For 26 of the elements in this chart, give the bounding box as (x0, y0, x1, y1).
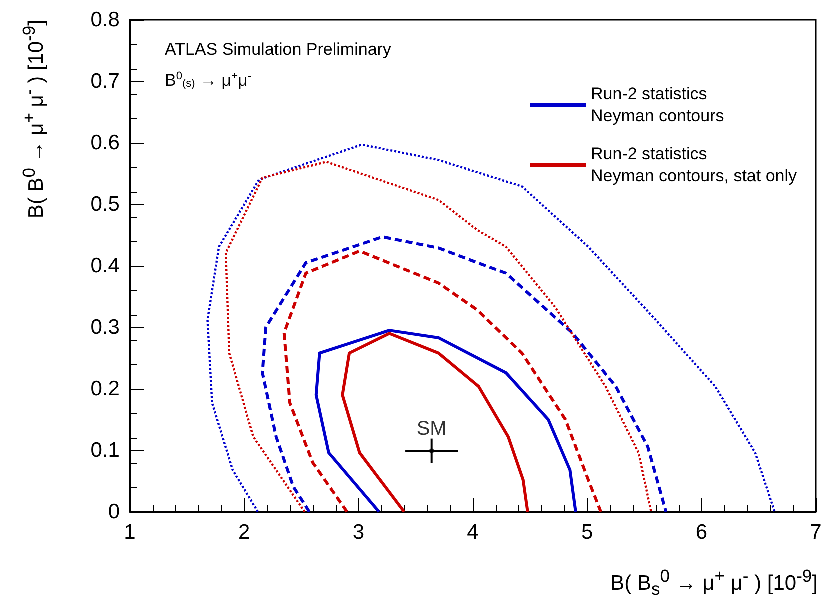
legend-label: Run-2 statistics Neyman contours (591, 84, 724, 126)
y-tick-label: 0.8 (90, 8, 120, 32)
annotation: ATLAS Simulation Preliminary (165, 40, 392, 59)
y-tick-label: 0.3 (90, 316, 120, 339)
y-tick-label: 0.4 (90, 254, 120, 278)
x-tick-label: 3 (352, 521, 365, 544)
line-series (282, 250, 603, 514)
text: B( B$_{s}$$^{0}$ → μ$^{+}$ μ$^{-}$ ) [10$^{-9}$] (610, 566, 818, 600)
y-tick-label: 0.1 (90, 439, 120, 462)
line-series (314, 329, 578, 514)
x-tick-label: 1 (124, 521, 136, 544)
line-series (341, 332, 530, 514)
x-tick-label: 7 (810, 521, 822, 544)
y-tick-label: 0 (108, 500, 120, 524)
annotation: SM (416, 418, 447, 440)
x-tick-label: 4 (467, 521, 480, 544)
x-tick-label: 2 (238, 521, 250, 544)
legend-label: Run-2 statistics Neyman contours, stat only (591, 144, 798, 186)
y-tick-label: 0.5 (90, 193, 120, 216)
y-tick-label: 0.6 (90, 132, 120, 154)
x-tick-label: 6 (696, 521, 708, 544)
y-tick-label: 0.2 (90, 378, 120, 400)
line-series (261, 236, 668, 514)
x-tick-label: 5 (581, 521, 594, 544)
line-series (224, 160, 652, 514)
y-tick-label: 0.7 (90, 70, 120, 93)
